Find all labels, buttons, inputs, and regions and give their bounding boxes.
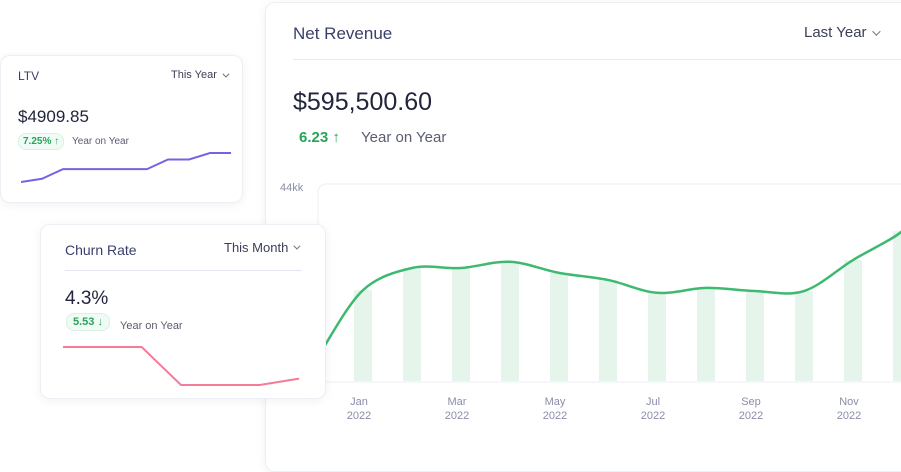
x-tick-label: Nov bbox=[839, 396, 859, 408]
revenue-bar bbox=[746, 291, 764, 381]
churn-value: 4.3% bbox=[65, 288, 109, 309]
x-tick-label: Jan bbox=[350, 396, 368, 408]
churn-sparkline bbox=[63, 346, 300, 386]
x-tick-label: 2022 bbox=[837, 410, 861, 422]
change-label: Year on Year bbox=[120, 320, 183, 332]
revenue-bar bbox=[844, 260, 862, 381]
x-tick-label: 2022 bbox=[445, 410, 469, 422]
arrow-up-icon: ↑ bbox=[54, 136, 60, 147]
x-tick-label: 2022 bbox=[739, 410, 763, 422]
revenue-bar bbox=[795, 291, 813, 381]
revenue-chart: 44kk Jan 2022 Mar 2022 May 2022 Jul 2022 Sep 2022… bbox=[280, 182, 901, 422]
revenue-bar bbox=[697, 287, 715, 381]
chevron-down-icon bbox=[222, 70, 230, 78]
revenue-bar bbox=[599, 279, 617, 381]
change-value: 6.23 bbox=[299, 129, 329, 146]
arrow-down-icon: ↓ bbox=[97, 316, 103, 328]
ltv-card: LTV This Year $4909.85 7.25% ↑ Year on Y… bbox=[0, 55, 243, 203]
ltv-value: $4909.85 bbox=[18, 107, 89, 126]
x-tick-label: 2022 bbox=[641, 410, 665, 422]
y-tick-label: 44kk bbox=[280, 182, 304, 194]
x-tick-label: 2022 bbox=[347, 410, 371, 422]
x-tick-label: Mar bbox=[448, 396, 467, 408]
card-title: LTV bbox=[18, 69, 40, 83]
change-badge: 5.53 ↓ bbox=[66, 313, 110, 331]
change-badge: 7.25% ↑ bbox=[18, 133, 65, 150]
divider bbox=[293, 59, 901, 60]
change-value: 7.25% bbox=[23, 136, 52, 147]
revenue-bar bbox=[452, 267, 470, 381]
revenue-value: $595,500.60 bbox=[293, 88, 433, 116]
card-title: Churn Rate bbox=[65, 242, 137, 258]
x-tick-label: Jul bbox=[646, 396, 660, 408]
period-label: This Year bbox=[171, 69, 217, 81]
period-label: This Month bbox=[224, 240, 289, 255]
arrow-up-icon: ↑ bbox=[332, 129, 340, 146]
change-label: Year on Year bbox=[72, 136, 129, 147]
card-title: Net Revenue bbox=[293, 24, 393, 43]
revenue-bar bbox=[501, 261, 519, 381]
change-label: Year on Year bbox=[361, 129, 447, 146]
revenue-bar bbox=[893, 231, 901, 381]
ltv-sparkline bbox=[21, 152, 231, 183]
net-revenue-card: Net Revenue Last Year $595,500.60 6.23 ↑… bbox=[265, 2, 901, 472]
period-dropdown[interactable]: This Month bbox=[224, 240, 301, 255]
revenue-line bbox=[320, 230, 901, 351]
x-tick-label: Sep bbox=[741, 396, 761, 408]
revenue-bar bbox=[550, 272, 568, 381]
x-tick-label: May bbox=[545, 396, 566, 408]
period-dropdown[interactable]: This Year bbox=[171, 69, 230, 81]
change-value: 5.53 bbox=[73, 316, 95, 328]
period-label: Last Year bbox=[804, 24, 867, 41]
chevron-down-icon bbox=[293, 242, 301, 250]
x-tick-label: 2022 bbox=[543, 410, 567, 422]
divider bbox=[65, 270, 302, 271]
revenue-bar bbox=[354, 290, 372, 381]
period-dropdown[interactable]: Last Year bbox=[804, 24, 881, 41]
churn-rate-card: Churn Rate This Month 4.3% 5.53 ↓ Year o… bbox=[40, 224, 326, 399]
revenue-bar bbox=[648, 292, 666, 381]
revenue-bar bbox=[403, 267, 421, 381]
